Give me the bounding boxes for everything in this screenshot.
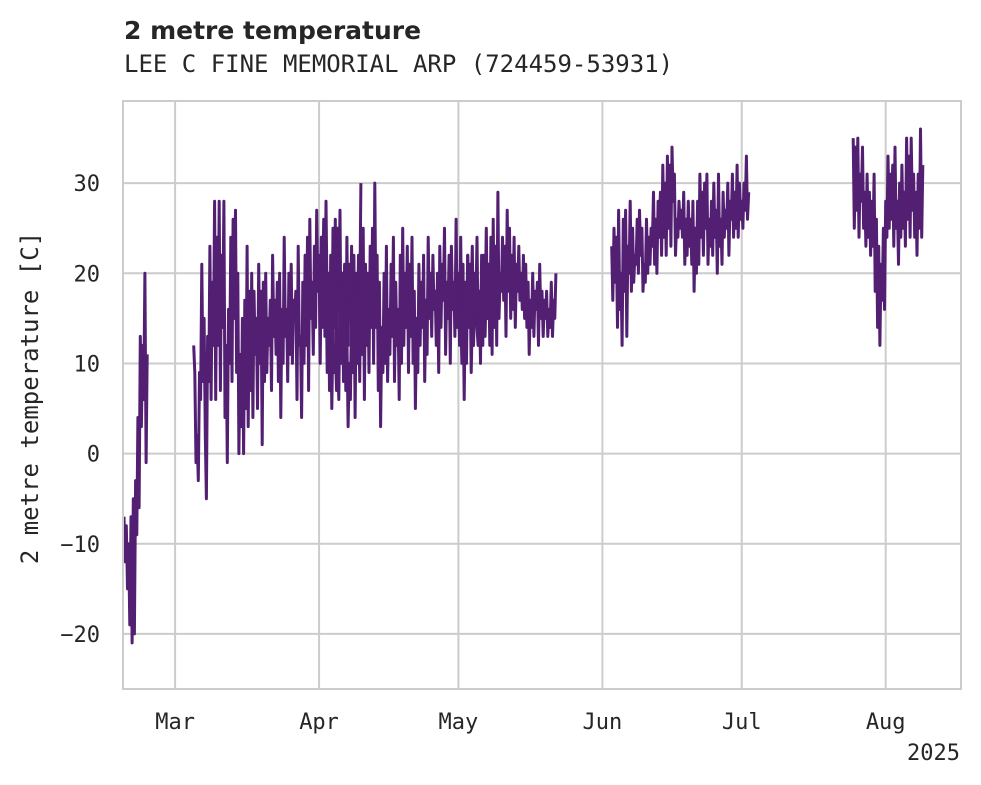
chart-subtitle: LEE C FINE MEMORIAL ARP (724459-53931) [124,50,674,78]
temperature-series-line [317,181,492,429]
x-tick-label: Jun [583,710,623,735]
temperature-series-line [122,271,149,645]
x-tick-label: May [439,710,479,735]
y-tick-label: −10 [60,533,100,558]
y-tick-label: −20 [60,623,100,648]
y-tick-label: 0 [87,443,100,468]
temperature-series-line [456,190,558,401]
y-axis-label: 2 metre temperature [C] [16,232,44,564]
chart-title: 2 metre temperature [124,16,422,45]
temperature-series-line [192,183,363,501]
temperature-series-line [610,145,751,347]
x-axis-year-label: 2025 [907,741,960,766]
y-tick-label: 20 [74,262,101,287]
x-tick-label: Apr [299,710,339,735]
y-tick-label: 30 [74,172,101,197]
temperature-series-line [851,127,925,347]
x-tick-label: Mar [155,710,195,735]
x-tick-label: Aug [866,710,906,735]
x-tick-label: Jul [722,710,762,735]
y-tick-label: 10 [74,352,101,377]
plot-frame [122,100,962,690]
